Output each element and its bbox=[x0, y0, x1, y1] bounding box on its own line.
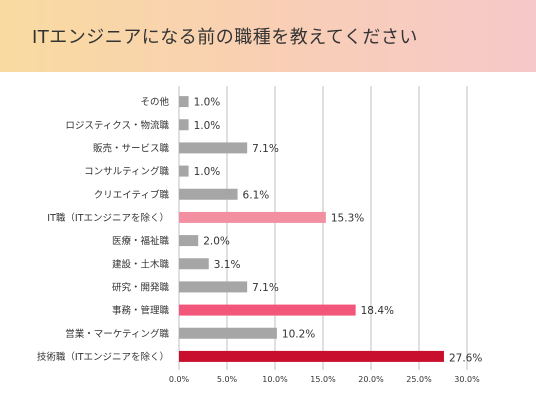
category-label: クリエイティブ職 bbox=[94, 189, 170, 201]
value-label: 3.1% bbox=[214, 259, 241, 271]
category-label: コンサルティング職 bbox=[84, 166, 169, 178]
bars bbox=[179, 96, 444, 362]
category-label: その他 bbox=[140, 96, 169, 108]
bar bbox=[179, 281, 248, 293]
x-axis-ticks: 0.0% 5.0% 10.0% 15.0% 20.0% 25.0% 30.0% bbox=[169, 375, 480, 384]
bar bbox=[179, 235, 199, 247]
bar bbox=[179, 188, 238, 200]
bar bbox=[179, 350, 444, 362]
category-label: 販売・サービス職 bbox=[93, 142, 170, 154]
bar bbox=[179, 119, 189, 131]
x-tick-label: 25.0% bbox=[406, 375, 432, 384]
category-label: 医療・福祉職 bbox=[112, 235, 170, 247]
x-tick-label: 5.0% bbox=[217, 375, 238, 384]
value-label: 27.6% bbox=[449, 352, 482, 364]
page-title: ITエンジニアになる前の職種を教えてください bbox=[32, 27, 418, 48]
category-label: 営業・マーケティング職 bbox=[65, 328, 169, 340]
chart-area: その他ロジスティクス・物流職販売・サービス職コンサルティング職クリエイティブ職 I… bbox=[0, 72, 536, 402]
value-label: 2.0% bbox=[203, 236, 230, 248]
value-label: 18.4% bbox=[361, 305, 394, 317]
bar bbox=[179, 304, 356, 316]
value-labels: 1.0% 1.0% 7.1% 1.0% 6.1% 15.3% 2.0% 3.1% 7.1% 18.… bbox=[194, 97, 483, 365]
category-label: IT職（ITエンジニアを除く） bbox=[47, 212, 169, 224]
value-label: 7.1% bbox=[252, 282, 279, 294]
value-label: 1.0% bbox=[194, 166, 221, 178]
x-tick-label: 0.0% bbox=[169, 375, 190, 384]
value-label: 10.2% bbox=[282, 328, 315, 340]
bar bbox=[179, 142, 248, 154]
category-label: ロジスティクス・物流職 bbox=[65, 119, 169, 131]
value-label: 15.3% bbox=[331, 212, 364, 224]
x-tick-label: 20.0% bbox=[358, 375, 384, 384]
bar bbox=[179, 96, 189, 108]
bar bbox=[179, 165, 189, 177]
grid-lines bbox=[178, 86, 468, 370]
bar bbox=[179, 327, 277, 339]
category-label: 建設・土木職 bbox=[112, 258, 170, 270]
bar bbox=[179, 211, 326, 223]
value-label: 1.0% bbox=[194, 120, 221, 132]
bar bbox=[179, 258, 209, 270]
x-tick-label: 10.0% bbox=[262, 375, 288, 384]
x-tick-label: 15.0% bbox=[310, 375, 336, 384]
value-label: 7.1% bbox=[252, 143, 279, 155]
category-label: 研究・開発職 bbox=[112, 281, 170, 293]
category-label: 事務・管理職 bbox=[112, 305, 170, 317]
x-tick-label: 30.0% bbox=[454, 375, 480, 384]
value-label: 1.0% bbox=[194, 97, 221, 109]
value-label: 6.1% bbox=[243, 189, 270, 201]
title-banner: ITエンジニアになる前の職種を教えてください bbox=[0, 0, 536, 72]
category-label: 技術職（ITエンジニアを除く） bbox=[37, 351, 169, 363]
